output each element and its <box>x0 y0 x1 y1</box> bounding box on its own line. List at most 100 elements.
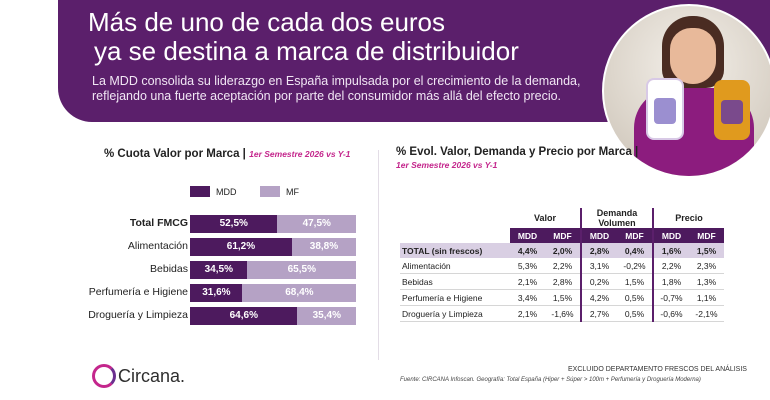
bar-row: Alimentación 61,2% 38,8% <box>100 238 360 256</box>
subtitle-line-2: reflejando una fuerte aceptación por par… <box>92 89 562 103</box>
bar-category-label: Perfumería e Higiene <box>88 286 188 298</box>
bar-mdd-value-label: 64,6% <box>229 310 258 321</box>
table-cell: 4,4% <box>510 243 545 258</box>
table-cell: 3,4% <box>510 289 545 306</box>
subheader-cell: MDD <box>652 228 689 243</box>
group-precio: Precio <box>652 208 724 228</box>
bar-mf-value-label: 47,5% <box>302 218 331 229</box>
legend-mdd-swatch <box>190 186 210 197</box>
bar-mdd-segment <box>190 307 298 325</box>
table-cell: 3,1% <box>580 258 617 274</box>
row-label: TOTAL (sin frescos) <box>400 243 510 258</box>
table-cell: 2,8% <box>580 243 617 258</box>
table-cell: 1,5% <box>545 289 581 306</box>
table-row: Alimentación 5,3% 2,2% 3,1% -0,2% 2,2% 2,3% <box>400 258 724 274</box>
table-row: TOTAL (sin frescos) 4,4% 2,0% 2,8% 0,4% 1,6% 1… <box>400 243 724 258</box>
row-label: Perfumería e Higiene <box>400 289 510 306</box>
table-cell: 1,3% <box>689 273 724 290</box>
group-valor: Valor <box>533 213 556 223</box>
table-cell: 2,2% <box>545 258 581 274</box>
bar-mdd-segment <box>190 215 278 233</box>
circana-logo: Circana. <box>92 364 185 388</box>
bar-mf-segment: 34,5% 65,5% <box>190 261 356 279</box>
table-cell: 2,7% <box>580 305 617 322</box>
bar-category-label: Bebidas <box>150 263 188 275</box>
bar-row: Total FMCG 52,5% 47,5% <box>100 215 360 233</box>
bar-mdd-value-label: 61,2% <box>226 241 256 252</box>
legend-mf-swatch <box>260 186 280 197</box>
bar-mdd-segment <box>190 238 292 256</box>
table-cell: 1,5% <box>689 243 724 258</box>
table-cell: -0,6% <box>652 305 689 322</box>
bar-category-label: Total FMCG <box>129 217 188 229</box>
table-cell: 4,2% <box>580 289 617 306</box>
table-cell: 0,5% <box>617 289 653 306</box>
bar-mf-value-label: 35,4% <box>312 310 341 321</box>
title-line-1: Más de uno de cada dos euros <box>88 7 446 37</box>
bar-mdd-value-label: 34,5% <box>204 264 233 275</box>
bar-mf-value-label: 68,4% <box>285 287 314 298</box>
right-table-title: % Evol. Valor, Demanda y Precio por Marc… <box>396 146 638 158</box>
group-demanda: Demanda Volumen <box>580 208 653 228</box>
legend-mdd-label: MDD <box>216 186 237 197</box>
photo-face <box>670 28 716 84</box>
bar-mf-segment: 31,6% 68,4% <box>190 284 356 302</box>
left-chart-period: 1er Semestre 2026 vs Y-1 <box>249 149 351 159</box>
table-row: Perfumería e Higiene 3,4% 1,5% 4,2% 0,5% -0,7… <box>400 289 724 306</box>
table-row: Bebidas 2,1% 2,8% 0,2% 1,5% 1,8% 1,3% <box>400 273 724 290</box>
logo-text: Circana. <box>118 365 186 386</box>
hero-photo <box>602 4 770 178</box>
row-label: Bebidas <box>400 273 510 290</box>
subheader-cell: MDD <box>510 228 545 243</box>
subheader-cell: MDF <box>689 228 724 243</box>
section-divider <box>378 150 379 360</box>
table-cell: 2,0% <box>545 243 581 258</box>
bar-row: Droguería y Limpieza 64,6% 35,4% <box>88 307 360 325</box>
table-sub-header: MDD MDF MDD MDF MDD MDF <box>400 228 724 243</box>
table-cell: 0,4% <box>617 243 653 258</box>
bar-mdd-segment <box>190 261 248 279</box>
bar-mdd-value-label: 31,6% <box>202 287 231 298</box>
table-cell: -1,6% <box>545 305 581 322</box>
table-cell: 0,2% <box>580 273 617 290</box>
footer-source: Fuente: CIRCANA Infoscan. Geografía: Tot… <box>400 377 701 383</box>
photo-bottle-left <box>646 78 684 140</box>
circana-logo-icon <box>92 364 116 388</box>
bar-category-label: Droguería y Limpieza <box>88 309 188 321</box>
bar-row: Bebidas 34,5% 65,5% <box>100 261 360 279</box>
bar-category-label: Alimentación <box>127 240 188 252</box>
table-cell: 1,6% <box>652 243 689 258</box>
row-label: Droguería y Limpieza <box>400 305 510 322</box>
page-title: Más de uno de cada dos euros ya se desti… <box>88 8 608 66</box>
bar-mdd-segment <box>190 284 243 302</box>
bar-mf-segment: 64,6% 35,4% <box>190 307 356 325</box>
bar-mf-segment: 52,5% 47,5% <box>190 215 356 233</box>
table-body: TOTAL (sin frescos) 4,4% 2,0% 2,8% 0,4% 1,6% 1… <box>400 243 724 322</box>
table-cell: 1,1% <box>689 289 724 306</box>
bar-mdd-value-label: 52,5% <box>219 218 248 229</box>
bar-mf-segment: 61,2% 38,8% <box>190 238 356 256</box>
title-line-2: ya se destina a marca de distribuidor <box>94 36 519 66</box>
table-cell: -0,2% <box>617 258 653 274</box>
page-subtitle: La MDD consolida su liderazgo en España … <box>92 74 612 104</box>
bar-mf-value-label: 38,8% <box>309 241 339 252</box>
table-cell: 2,8% <box>545 273 581 290</box>
legend-mdd: MDD <box>190 186 237 197</box>
right-table-period: 1er Semestre 2026 vs Y-1 <box>396 160 498 170</box>
table-cell: 1,8% <box>652 273 689 290</box>
left-chart-title: % Cuota Valor por Marca | 1er Semestre 2… <box>104 148 350 160</box>
subheader-cell: MDF <box>545 228 581 243</box>
evolution-table: Valor Demanda Volumen Precio MDD MDF MDD… <box>400 208 724 322</box>
left-chart-title-text: % Cuota Valor por Marca | <box>104 148 246 160</box>
row-label: Alimentación <box>400 258 510 274</box>
legend-mf-label: MF <box>286 186 299 197</box>
subheader-cell: MDF <box>617 228 653 243</box>
legend-mf: MF <box>260 186 299 197</box>
table-cell: 1,5% <box>617 273 653 290</box>
right-table-title-text: % Evol. Valor, Demanda y Precio por Marc… <box>396 146 639 158</box>
table-cell: -0,7% <box>652 289 689 306</box>
table-cell: 2,2% <box>652 258 689 274</box>
bar-mf-value-label: 65,5% <box>287 264 316 275</box>
table-cell: -2,1% <box>689 305 724 322</box>
table-cell: 2,1% <box>510 273 545 290</box>
